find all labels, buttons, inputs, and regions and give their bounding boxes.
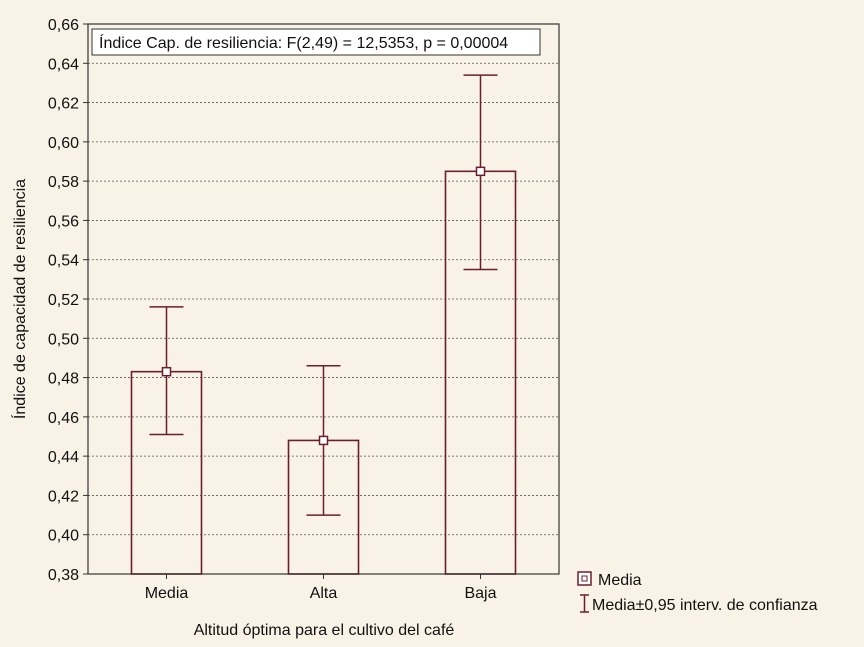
y-tick-label: 0,50 bbox=[48, 331, 79, 348]
y-tick-label: 0,52 bbox=[48, 292, 79, 309]
x-axis-ticks: Media Alta Baja bbox=[145, 574, 497, 602]
x-axis-label: Altitud óptima para el cultivo del café bbox=[194, 622, 455, 639]
y-tick-label: 0,58 bbox=[48, 174, 79, 191]
legend-mean-label: Media bbox=[598, 572, 642, 589]
x-tick-label: Baja bbox=[464, 585, 496, 602]
y-tick-label: 0,60 bbox=[48, 135, 79, 152]
annotation-box bbox=[91, 28, 541, 56]
x-tick-label: Media bbox=[145, 585, 189, 602]
y-tick-label: 0,40 bbox=[48, 528, 79, 545]
y-tick-label: 0,42 bbox=[48, 488, 79, 505]
y-tick-label: 0,64 bbox=[48, 56, 79, 73]
annotation-text: Índice Cap. de resiliencia: F(2,49) = 12… bbox=[99, 33, 508, 52]
x-tick-label: Alta bbox=[310, 585, 338, 602]
y-axis-label: Índice de capacidad de resiliencia bbox=[10, 179, 29, 419]
mean-marker bbox=[475, 166, 486, 177]
legend: Media Media±0,95 interv. de confianza bbox=[577, 571, 818, 614]
mean-marker bbox=[318, 435, 329, 446]
y-tick-label: 0,46 bbox=[48, 410, 79, 427]
y-tick-label: 0,56 bbox=[48, 213, 79, 230]
y-tick-label: 0,38 bbox=[48, 567, 79, 584]
y-axis-ticks: 0,38 0,40 0,42 0,44 0,46 0,48 0,50 0,52 0,54 0,56… bbox=[48, 17, 88, 584]
error-bars bbox=[149, 74, 498, 516]
legend-mean-marker-inner bbox=[581, 575, 588, 582]
y-tick-label: 0,62 bbox=[48, 96, 79, 113]
y-tick-label: 0,48 bbox=[48, 371, 79, 388]
y-tick-label: 0,44 bbox=[48, 449, 79, 466]
legend-ci-label: Media±0,95 interv. de confianza bbox=[592, 597, 818, 614]
mean-marker bbox=[161, 366, 172, 377]
y-tick-label: 0,66 bbox=[48, 17, 79, 34]
y-tick-label: 0,54 bbox=[48, 253, 79, 270]
